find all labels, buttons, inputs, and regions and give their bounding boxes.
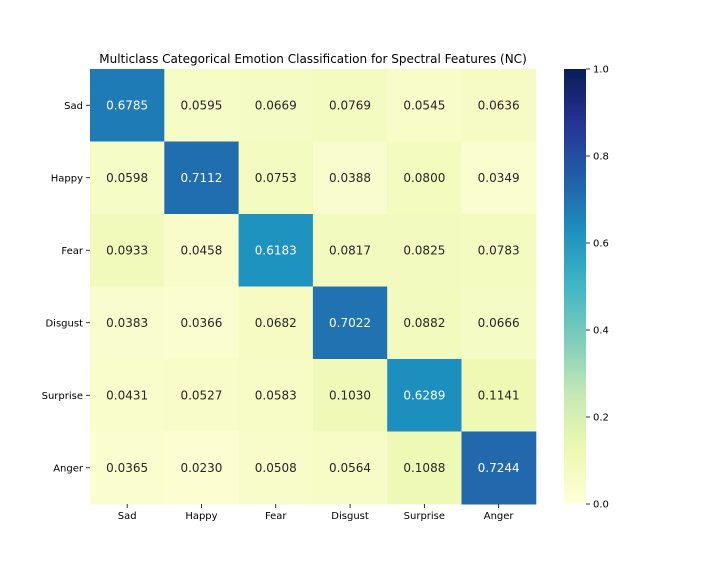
cell-value-label: 0.1030 — [329, 388, 371, 402]
heatmap-cell — [387, 359, 462, 432]
heatmap-cell — [461, 141, 537, 215]
heatmap-cell — [312, 286, 388, 360]
cell-value-label: 0.0636 — [478, 98, 520, 112]
cell-value-label: 0.0882 — [403, 316, 445, 330]
cell-value-label: 0.0458 — [180, 243, 222, 257]
cell-value-label: 0.1088 — [403, 461, 445, 475]
x-tick-label: Disgust — [331, 511, 369, 522]
heatmap-cell — [312, 141, 388, 215]
cell-value-label: 0.0230 — [180, 461, 222, 475]
cell-value-label: 0.6785 — [106, 98, 148, 112]
heatmap-cell — [90, 141, 165, 215]
cell-value-label: 0.0669 — [255, 98, 297, 112]
x-tick-label: Happy — [185, 511, 217, 522]
heatmap-cell — [238, 141, 314, 215]
heatmap-cell — [387, 431, 462, 505]
x-tick-label: Sad — [118, 511, 137, 522]
cell-value-label: 0.0431 — [106, 388, 148, 402]
x-tick-label: Fear — [265, 511, 287, 522]
cell-value-label: 0.6289 — [403, 388, 445, 402]
heatmap-cell — [238, 214, 314, 287]
cell-value-label: 0.0383 — [106, 316, 148, 330]
cell-value-label: 0.0564 — [329, 461, 371, 475]
cell-value-label: 0.0933 — [106, 243, 148, 257]
colorbar-tick-label: 0.2 — [593, 413, 609, 424]
heatmap-cell — [164, 286, 240, 360]
heatmap-cell — [90, 69, 165, 142]
colorbar-tick-label: 0.0 — [593, 500, 609, 511]
heatmap-cell — [164, 214, 240, 287]
heatmap-cell — [461, 431, 537, 505]
heatmap-cell — [461, 214, 537, 287]
heatmap-cell — [387, 141, 462, 215]
heatmap-cell — [461, 69, 537, 142]
cell-value-label: 0.0595 — [180, 98, 222, 112]
cell-value-label: 0.0583 — [255, 388, 297, 402]
colorbar-tick-label: 0.6 — [593, 239, 609, 250]
heatmap-cell — [90, 286, 165, 360]
y-tick-label: Happy — [51, 173, 83, 184]
x-tick-label: Surprise — [404, 511, 445, 522]
heatmap-cell — [238, 286, 314, 360]
cell-value-label: 0.1141 — [478, 388, 520, 402]
cell-value-label: 0.0817 — [329, 243, 371, 257]
heatmap-cell — [312, 69, 388, 142]
y-tick-label: Surprise — [42, 391, 83, 402]
heatmap-cell — [312, 359, 388, 432]
heatmap-cell — [164, 69, 240, 142]
colorbar-tick-label: 0.4 — [593, 326, 609, 337]
heatmap-cell — [90, 431, 165, 505]
heatmap-cell — [461, 286, 537, 360]
colorbar-ticks: 0.0 0.2 0.4 0.6 0.8 1.0 — [586, 65, 609, 511]
colorbar: 0.0 0.2 0.4 0.6 0.8 1.0 — [564, 65, 609, 511]
heatmap-cell — [312, 214, 388, 287]
heatmap-cell — [387, 69, 462, 142]
cell-value-label: 0.0349 — [478, 171, 520, 185]
x-tick-label: Anger — [484, 511, 515, 522]
cell-value-label: 0.0366 — [180, 316, 222, 330]
y-tick-label: Fear — [61, 246, 83, 257]
cell-value-label: 0.0825 — [403, 243, 445, 257]
cell-value-label: 0.7244 — [478, 461, 520, 475]
colorbar-tick-label: 0.8 — [593, 152, 609, 163]
colorbar-gradient — [564, 69, 586, 504]
cell-value-label: 0.0666 — [478, 316, 520, 330]
heatmap-cell — [90, 214, 165, 287]
heatmap-cell — [90, 359, 165, 432]
y-tick-label: Disgust — [45, 318, 83, 329]
cell-value-label: 0.0800 — [403, 171, 445, 185]
heatmap-cell — [387, 286, 462, 360]
cell-value-label: 0.7022 — [329, 316, 371, 330]
colorbar-tick-label: 1.0 — [593, 65, 609, 76]
y-tick-label: Anger — [53, 463, 84, 474]
heatmap-cells: 0.6785 0.0595 0.0669 0.0769 0.0545 0.0636 0.05… — [90, 69, 537, 505]
chart-title: Multiclass Categorical Emotion Classific… — [99, 52, 527, 66]
y-tick-label: Sad — [64, 101, 83, 112]
cell-value-label: 0.0753 — [255, 171, 297, 185]
heatmap-cell — [238, 431, 314, 505]
cell-value-label: 0.0545 — [403, 98, 445, 112]
cell-value-label: 0.0388 — [329, 171, 371, 185]
heatmap-cell — [461, 359, 537, 432]
y-axis-ticks: Sad Happy Fear Disgust Surprise Anger — [42, 101, 90, 474]
heatmap-cell — [164, 431, 240, 505]
heatmap-cell — [312, 431, 388, 505]
cell-value-label: 0.0598 — [106, 171, 148, 185]
cell-value-label: 0.0769 — [329, 98, 371, 112]
cell-value-label: 0.0682 — [255, 316, 297, 330]
cell-value-label: 0.6183 — [255, 243, 297, 257]
cell-value-label: 0.0508 — [255, 461, 297, 475]
heatmap-cell — [238, 69, 314, 142]
heatmap-cell — [164, 359, 240, 432]
cell-value-label: 0.0527 — [180, 388, 222, 402]
cell-value-label: 0.0365 — [106, 461, 148, 475]
heatmap-cell — [387, 214, 462, 287]
heatmap-cell — [164, 141, 240, 215]
cell-value-label: 0.0783 — [478, 243, 520, 257]
x-axis-ticks: Sad Happy Fear Disgust Surprise Anger — [118, 504, 515, 522]
cell-value-label: 0.7112 — [180, 171, 222, 185]
heatmap-cell — [238, 359, 314, 432]
